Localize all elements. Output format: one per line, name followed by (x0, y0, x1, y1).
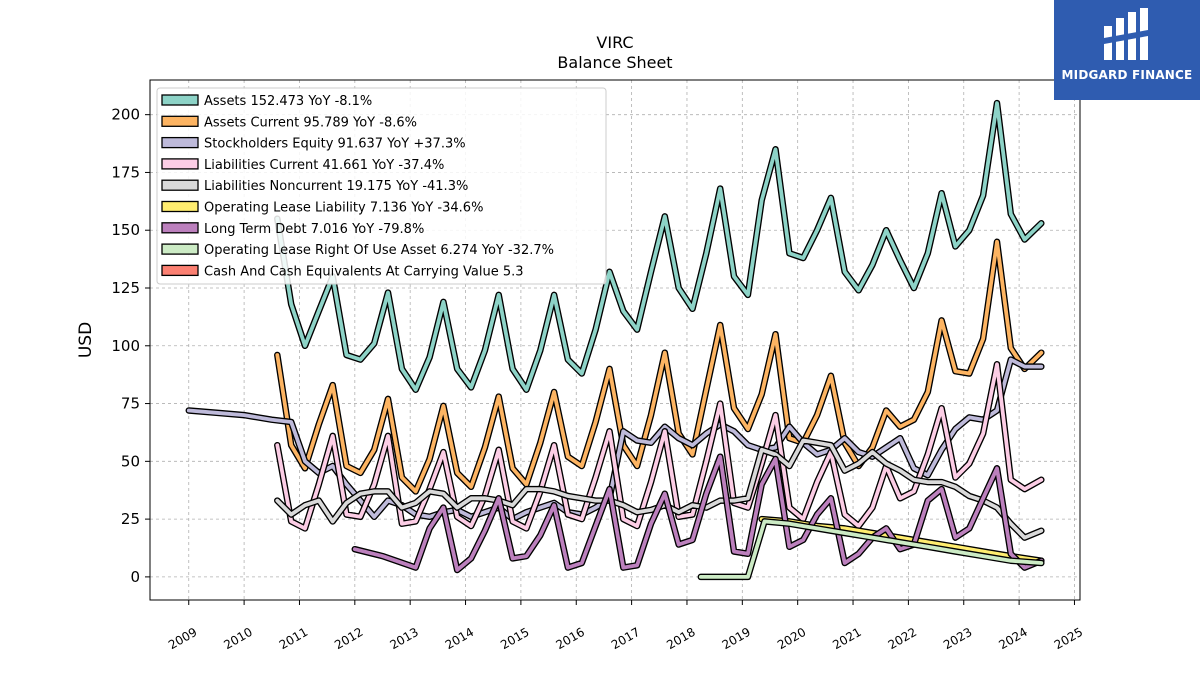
logo: MIDGARD FINANCE (1054, 0, 1200, 100)
y-tick-label: 200 (111, 106, 140, 124)
x-tick-label: 2013 (387, 625, 420, 652)
x-axis-ticks: 2009 2010 2011 2012 2013 2014 2015 2016 2017 2018… (166, 600, 1085, 652)
legend-entry: Assets Current 95.789 YoY -8.6% (204, 115, 417, 130)
x-tick-label: 2021 (830, 625, 863, 652)
chart-subtitle: Balance Sheet (557, 53, 672, 72)
series-operating-lease-right-of-use-asset (697, 518, 1045, 581)
chart-title: VIRC (596, 33, 633, 52)
y-tick-label: 150 (111, 221, 140, 239)
legend-swatch (161, 136, 199, 149)
legend-entry: Operating Lease Liability 7.136 YoY -34.… (204, 201, 483, 216)
x-tick-label: 2014 (443, 625, 476, 652)
x-tick-label: 2011 (277, 625, 310, 652)
legend-swatch (161, 94, 199, 106)
x-tick-label: 2019 (720, 625, 753, 652)
logo-text: MIDGARD FINANCE (1061, 68, 1193, 82)
series-stockholders-equity (185, 356, 1045, 523)
legend-swatch (161, 200, 199, 213)
legend: Assets 152.473 YoY -8.1% Assets Current 9… (156, 87, 607, 285)
x-tick-label: 2015 (498, 625, 531, 652)
x-tick-label: 2010 (221, 625, 254, 652)
legend-entry: Operating Lease Right Of Use Asset 6.274… (204, 243, 554, 258)
series-layer (185, 99, 1045, 581)
y-tick-label: 125 (111, 279, 140, 297)
y-tick-label: 100 (111, 337, 140, 355)
x-tick-label: 2012 (332, 625, 365, 652)
series-line (275, 101, 1044, 392)
x-tick-label: 2020 (775, 625, 808, 652)
series-long-term-debt (351, 453, 1045, 574)
logo-mark-icon (1104, 8, 1148, 60)
series-line (698, 519, 1044, 579)
legend-entry: Cash And Cash Equivalents At Carrying Va… (204, 264, 524, 279)
y-tick-label: 0 (130, 568, 140, 586)
x-tick-label: 2023 (941, 625, 974, 652)
y-tick-label: 25 (121, 510, 140, 528)
series-line (186, 357, 1044, 521)
x-tick-label: 2016 (554, 625, 587, 652)
series-line (275, 239, 1044, 494)
y-tick-label: 50 (121, 452, 140, 470)
legend-entry: Assets 152.473 YoY -8.1% (204, 94, 372, 109)
x-tick-label: 2017 (609, 625, 642, 652)
legend-swatch (161, 115, 199, 127)
legend-swatch (161, 158, 199, 170)
x-tick-label: 2018 (664, 625, 697, 652)
legend-entry: Liabilities Noncurrent 19.175 YoY -41.3% (204, 179, 468, 194)
legend-entry: Stockholders Equity 91.637 YoY +37.3% (204, 137, 466, 152)
legend-swatch (161, 179, 199, 191)
legend-swatch (161, 243, 199, 255)
series-liabilities-current (274, 361, 1045, 532)
legend-entry: Liabilities Current 41.661 YoY -37.4% (204, 158, 444, 173)
legend-entry: Long Term Debt 7.016 YoY -79.8% (204, 222, 424, 237)
legend-swatch (161, 264, 199, 277)
series-assets (274, 99, 1045, 393)
x-tick-label: 2025 (1052, 625, 1085, 652)
series-line (275, 362, 1044, 531)
x-tick-label: 2009 (166, 625, 199, 652)
x-tick-label: 2024 (996, 625, 1029, 652)
legend-swatch (161, 222, 199, 234)
y-axis-label: USD (76, 322, 96, 358)
series-line (352, 454, 1044, 572)
y-tick-label: 175 (111, 163, 140, 181)
y-tick-label: 75 (121, 395, 140, 413)
plot-frame (149, 79, 1081, 601)
x-tick-label: 2022 (886, 625, 919, 652)
series-assets-current (274, 238, 1045, 495)
y-axis-ticks: 0 25 50 75 100 125 150 175 200 (111, 106, 150, 586)
legend-box (156, 87, 607, 285)
